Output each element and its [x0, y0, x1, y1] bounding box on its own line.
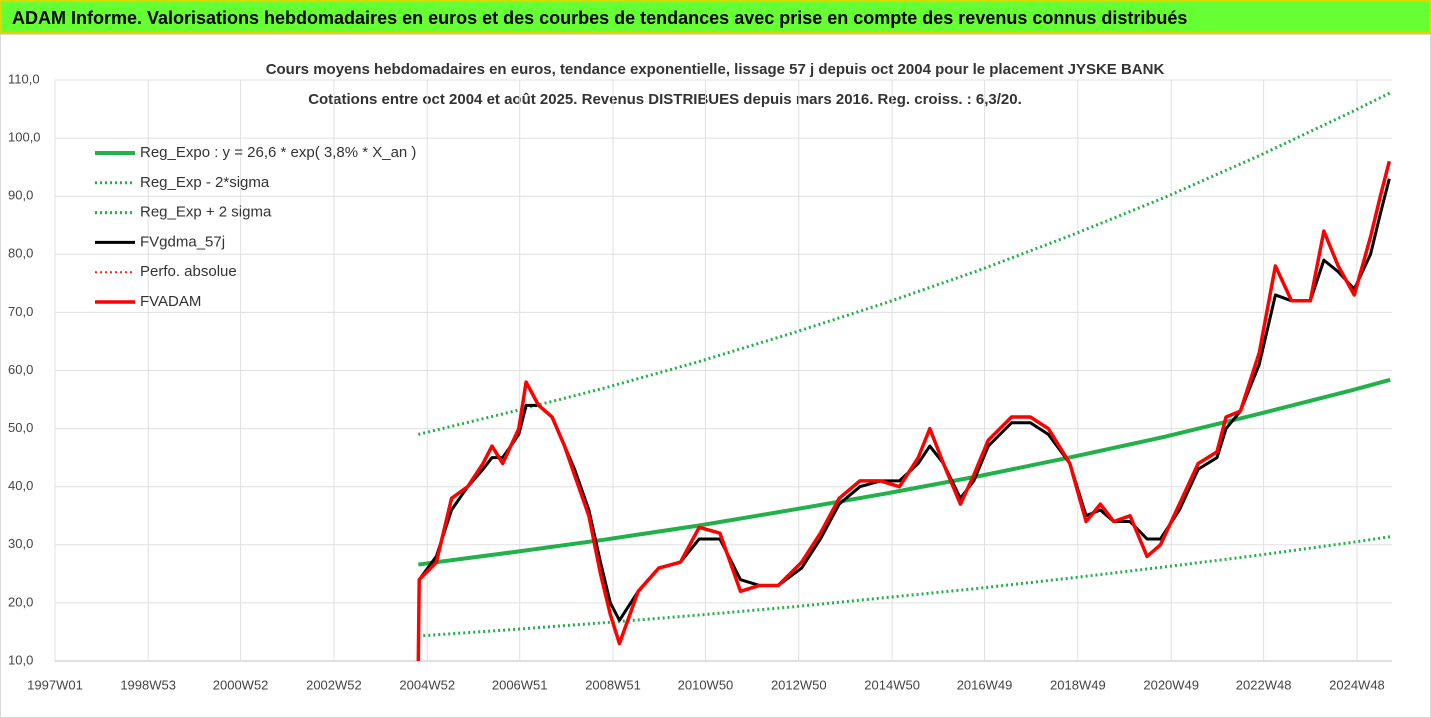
- legend-label: FVADAM: [140, 293, 201, 310]
- y-tick-label: 100,0: [8, 130, 41, 145]
- x-tick-label: 2010W50: [678, 677, 734, 692]
- x-tick-label: 2008W51: [585, 677, 641, 692]
- y-tick-label: 90,0: [8, 188, 33, 203]
- y-tick-label: 60,0: [8, 362, 33, 377]
- x-tick-label: 2012W50: [771, 677, 827, 692]
- x-tick-label: 1997W01: [27, 677, 83, 692]
- y-tick-label: 10,0: [8, 652, 33, 667]
- y-tick-label: 70,0: [8, 304, 33, 319]
- x-tick-label: 2002W52: [306, 677, 362, 692]
- series-line: [417, 161, 1391, 662]
- y-tick-label: 80,0: [8, 246, 33, 261]
- y-tick-label: 50,0: [8, 420, 33, 435]
- y-tick-label: 20,0: [8, 594, 33, 609]
- y-tick-label: 110,0: [8, 71, 40, 86]
- x-tick-label: 2022W48: [1236, 677, 1292, 692]
- y-tick-label: 30,0: [8, 536, 33, 551]
- legend-label: Reg_Exp + 2 sigma: [140, 204, 272, 221]
- x-tick-label: 2000W52: [213, 677, 269, 692]
- y-tick-label: 40,0: [8, 478, 33, 493]
- legend-label: FVgdma_57j: [140, 233, 225, 250]
- x-tick-label: 2004W52: [399, 677, 455, 692]
- series-line: [416, 160, 1392, 662]
- x-tick-label: 2024W48: [1329, 677, 1385, 692]
- header-bar: ADAM Informe. Valorisations hebdomadaire…: [0, 0, 1431, 34]
- chart: Cours moyens hebdomadaires en euros, ten…: [0, 34, 1431, 718]
- x-tick-label: 2020W49: [1143, 677, 1199, 692]
- legend-label: Reg_Expo : y = 26,6 * exp( 3,8% * X_an ): [140, 144, 416, 161]
- series-line: [417, 91, 1391, 436]
- x-tick-label: 2014W50: [864, 677, 920, 692]
- legend-label: Reg_Exp - 2*sigma: [140, 174, 270, 191]
- chart-subtitle: Cotations entre oct 2004 et août 2025. R…: [308, 91, 1022, 108]
- x-tick-label: 2016W49: [957, 677, 1013, 692]
- series-line: [418, 535, 1391, 638]
- chart-title: Cours moyens hebdomadaires en euros, ten…: [266, 61, 1165, 78]
- chart-frame: [0, 34, 1431, 718]
- header-title: ADAM Informe. Valorisations hebdomadaire…: [12, 8, 1188, 28]
- x-tick-label: 2018W49: [1050, 677, 1106, 692]
- series-line: [418, 377, 1391, 567]
- legend-label: Perfo. absolue: [140, 263, 237, 280]
- x-tick-label: 1998W53: [120, 677, 176, 692]
- x-tick-label: 2006W51: [492, 677, 548, 692]
